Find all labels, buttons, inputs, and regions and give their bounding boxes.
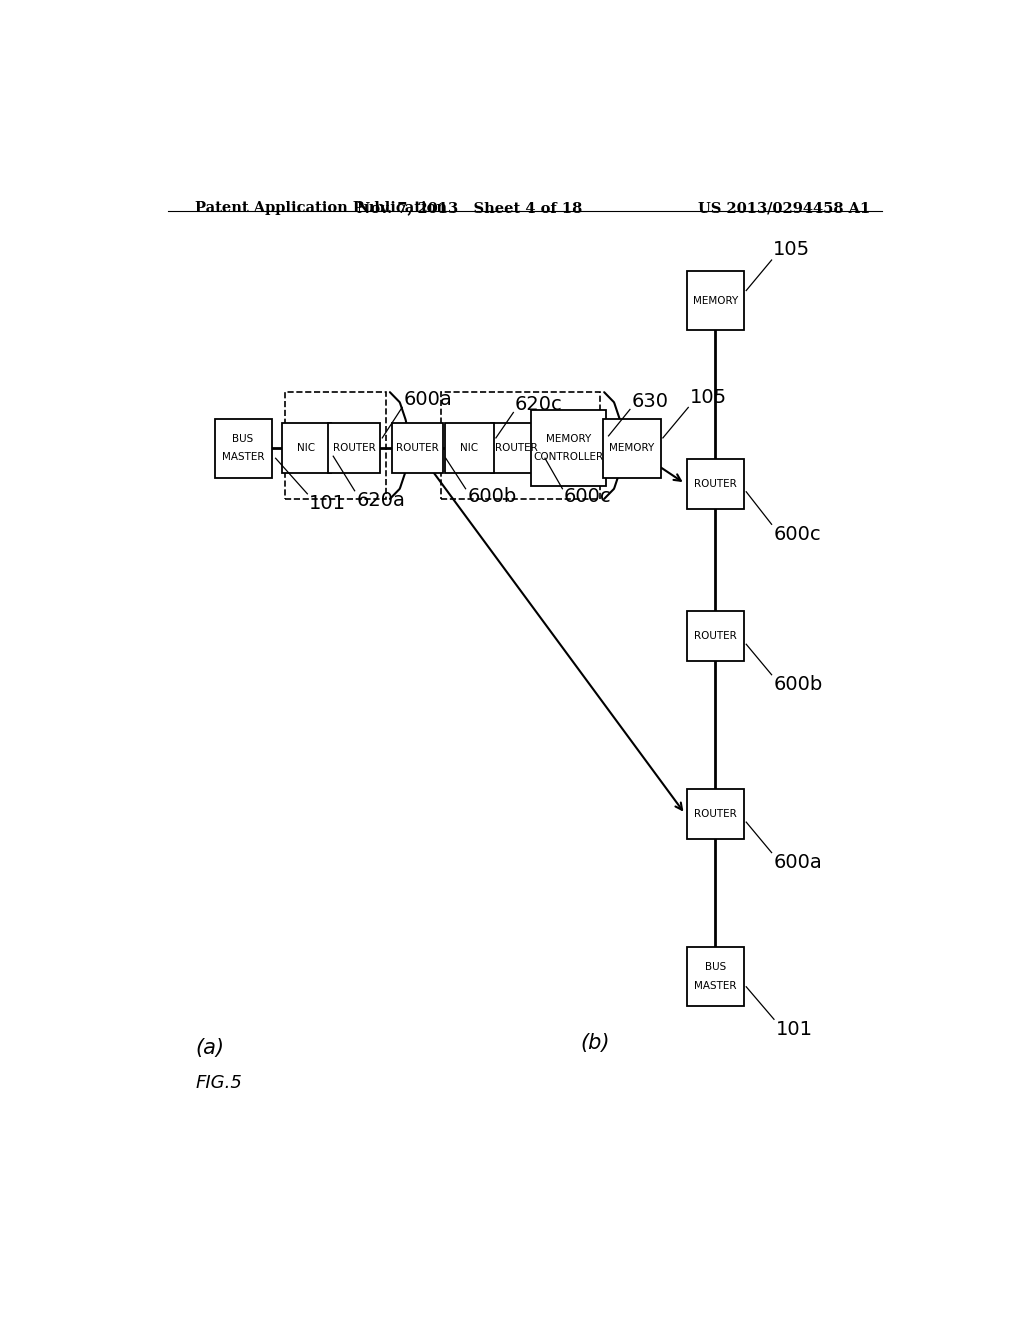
Text: Nov. 7, 2013   Sheet 4 of 18: Nov. 7, 2013 Sheet 4 of 18 (356, 201, 582, 215)
Text: ROUTER: ROUTER (333, 444, 376, 453)
Text: NIC: NIC (460, 444, 478, 453)
Text: 101: 101 (309, 495, 346, 513)
Text: 620c: 620c (515, 395, 563, 414)
Text: 630: 630 (632, 392, 669, 411)
Text: MEMORY: MEMORY (609, 444, 654, 453)
Text: CONTROLLER: CONTROLLER (534, 453, 603, 462)
Text: MASTER: MASTER (222, 453, 264, 462)
Text: 600b: 600b (773, 676, 822, 694)
Text: 600c: 600c (564, 487, 611, 507)
Bar (687, 789, 743, 840)
Bar (283, 422, 331, 473)
Bar (603, 418, 660, 478)
Text: (b): (b) (581, 1032, 610, 1052)
Text: 105: 105 (690, 388, 727, 407)
Bar (285, 392, 386, 499)
Text: 600c: 600c (773, 525, 821, 544)
Bar (687, 458, 743, 508)
Text: ROUTER: ROUTER (496, 444, 539, 453)
Text: MASTER: MASTER (694, 981, 736, 991)
Text: 620a: 620a (356, 491, 406, 511)
Text: MEMORY: MEMORY (546, 434, 591, 444)
Text: BUS: BUS (232, 434, 254, 444)
Bar (530, 411, 606, 486)
Text: Patent Application Publication: Patent Application Publication (196, 201, 447, 215)
Text: FIG.5: FIG.5 (196, 1074, 243, 1093)
Text: (a): (a) (196, 1038, 224, 1057)
Text: ROUTER: ROUTER (694, 631, 736, 642)
Text: BUS: BUS (705, 962, 726, 973)
Bar (392, 422, 443, 473)
Text: 105: 105 (773, 240, 810, 259)
Text: ROUTER: ROUTER (694, 809, 736, 818)
Bar (687, 271, 743, 330)
Bar (445, 422, 494, 473)
Bar (492, 422, 543, 473)
Bar (687, 611, 743, 661)
Bar (329, 422, 380, 473)
Text: ROUTER: ROUTER (396, 444, 439, 453)
Text: 101: 101 (775, 1020, 813, 1039)
Bar (687, 948, 743, 1006)
Bar (441, 392, 600, 499)
Text: US 2013/0294458 A1: US 2013/0294458 A1 (697, 201, 870, 215)
Text: MEMORY: MEMORY (692, 296, 738, 306)
Text: 600a: 600a (773, 853, 822, 873)
Text: 600b: 600b (467, 487, 516, 507)
Text: 600a: 600a (403, 389, 453, 409)
Bar (214, 418, 271, 478)
Text: NIC: NIC (298, 444, 315, 453)
Text: ROUTER: ROUTER (694, 479, 736, 488)
